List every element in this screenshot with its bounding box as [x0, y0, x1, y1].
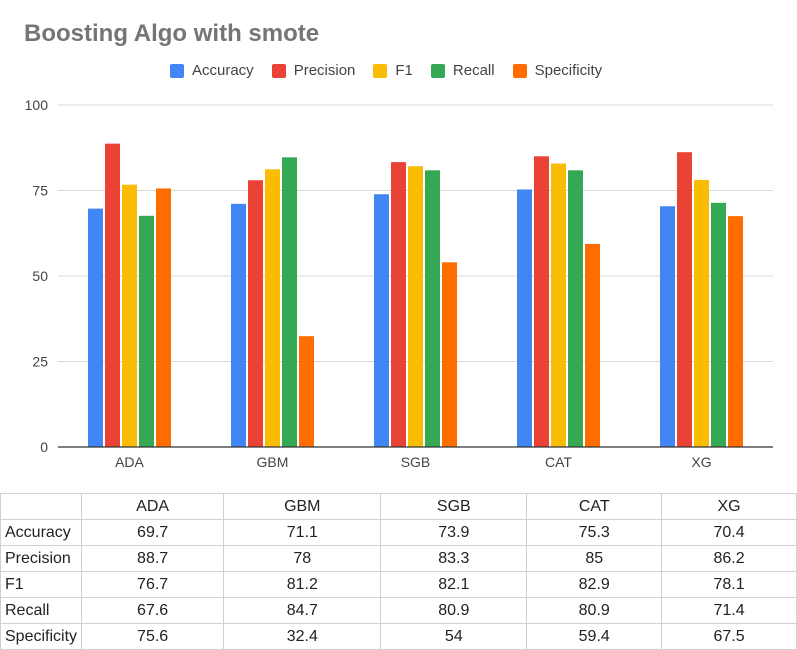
bar-specificity-gbm	[299, 336, 314, 447]
y-tick-label: 0	[40, 439, 48, 455]
table-cell: 70.4	[661, 519, 797, 546]
bar-specificity-cat	[585, 243, 600, 447]
bar-recall-gbm	[282, 157, 297, 448]
table-row-header: Precision	[0, 545, 82, 572]
table-cell: 73.9	[380, 519, 528, 546]
table-cell: 75.3	[526, 519, 663, 546]
table-cell: 59.4	[526, 623, 663, 650]
table-row-header: Accuracy	[0, 519, 82, 546]
bar-recall-ada	[139, 215, 154, 447]
bar-f1-cat	[551, 163, 566, 447]
legend-label: Recall	[452, 62, 495, 79]
bar-accuracy-cat	[517, 189, 532, 447]
legend-swatch	[271, 63, 286, 78]
legend-swatch	[512, 63, 527, 78]
x-tick-label: XG	[691, 454, 711, 470]
legend-item: F1	[373, 62, 413, 79]
bar-precision-gbm	[248, 180, 263, 448]
bar-precision-xg	[677, 152, 692, 448]
table-cell: 67.6	[80, 597, 225, 624]
table-cell: 69.7	[80, 519, 225, 546]
table-cell: 81.2	[223, 571, 382, 598]
bar-recall-xg	[711, 202, 726, 447]
y-tick-label: 50	[32, 268, 48, 284]
bar-specificity-ada	[156, 188, 171, 447]
bar-accuracy-xg	[660, 206, 675, 447]
table-cell: 54	[380, 623, 528, 650]
table-cell: 88.7	[80, 545, 225, 572]
legend-item: Precision	[271, 62, 356, 79]
legend-swatch	[170, 63, 184, 78]
bar-f1-sgb	[408, 166, 423, 447]
table-cell: 78	[223, 545, 382, 572]
table-cell: 83.3	[380, 545, 528, 572]
table-row: Precision 88.7 78 83.3 85 86.2	[0, 545, 797, 572]
legend-label: F1	[395, 62, 413, 79]
data-table: ADA GBM SGB CAT XG Accuracy 69.7 71.1 73.9 75.3 7…	[0, 493, 797, 650]
bar-accuracy-sgb	[374, 194, 389, 447]
x-tick-label: GBM	[257, 454, 289, 470]
bar-f1-gbm	[265, 169, 280, 447]
y-tick-label: 100	[25, 97, 49, 113]
table-cell: 80.9	[526, 597, 663, 624]
bar-recall-sgb	[425, 170, 440, 447]
legend-label: Accuracy	[192, 62, 254, 79]
bar-specificity-sgb	[442, 262, 457, 447]
table-cell: 78.1	[661, 571, 797, 598]
legend-item: Specificity	[512, 62, 603, 79]
table-column-header: ADA	[80, 493, 225, 520]
chart-title: Boosting Algo with smote	[24, 20, 320, 47]
table-cell: 86.2	[661, 545, 797, 572]
legend-item: Recall	[430, 62, 495, 79]
table-cell: 71.4	[661, 597, 797, 624]
table-column-header: SGB	[380, 493, 528, 520]
table-corner-cell	[0, 493, 82, 520]
table-cell: 67.5	[661, 623, 797, 650]
table-cell: 75.6	[80, 623, 225, 650]
x-tick-label: CAT	[545, 454, 572, 470]
table-cell: 80.9	[380, 597, 528, 624]
table-column-header: CAT	[526, 493, 663, 520]
table-cell: 76.7	[80, 571, 225, 598]
bar-recall-cat	[568, 170, 583, 447]
table-row-header: F1	[0, 571, 82, 598]
y-tick-label: 25	[32, 354, 48, 370]
table-row-header: Recall	[0, 597, 82, 624]
legend-item: Accuracy	[170, 62, 254, 79]
table-cell: 32.4	[223, 623, 382, 650]
legend-swatch	[373, 63, 388, 78]
table-cell: 85	[526, 545, 663, 572]
table-row: Recall 67.6 84.7 80.9 80.9 71.4	[0, 597, 797, 624]
table-cell: 71.1	[223, 519, 382, 546]
table-body: Accuracy 69.7 71.1 73.9 75.3 70.4 Precision 88.…	[0, 519, 797, 650]
bar-f1-xg	[694, 179, 709, 447]
x-tick-label: SGB	[401, 454, 431, 470]
x-tick-label: ADA	[115, 454, 144, 470]
bar-precision-ada	[105, 143, 120, 447]
table-column-header: XG	[661, 493, 797, 520]
table-cell: 82.9	[526, 571, 663, 598]
bar-specificity-xg	[728, 216, 743, 447]
table-row: Accuracy 69.7 71.1 73.9 75.3 70.4	[0, 519, 797, 546]
bar-precision-cat	[534, 156, 549, 448]
table-row-header: Specificity	[0, 623, 82, 650]
table-column-header: GBM	[223, 493, 382, 520]
table-header-row: ADA GBM SGB CAT XG	[0, 493, 797, 520]
table-row: Specificity 75.6 32.4 54 59.4 67.5	[0, 623, 797, 650]
bar-accuracy-gbm	[231, 203, 246, 447]
legend-swatch	[430, 63, 445, 78]
bar-f1-ada	[122, 184, 137, 447]
bar-precision-sgb	[391, 162, 406, 447]
y-tick-label: 75	[32, 183, 48, 199]
chart-legend: Accuracy Precision F1 Recall Specificity	[170, 62, 602, 79]
table-cell: 84.7	[223, 597, 382, 624]
legend-label: Specificity	[534, 62, 603, 79]
legend-label: Precision	[293, 62, 356, 79]
bar-accuracy-ada	[88, 208, 103, 447]
chart-svg: 0 25 50 75 100 ADA GBM SGB CAT XG	[25, 97, 773, 470]
table-row: F1 76.7 81.2 82.1 82.9 78.1	[0, 571, 797, 598]
table-cell: 82.1	[380, 571, 528, 598]
